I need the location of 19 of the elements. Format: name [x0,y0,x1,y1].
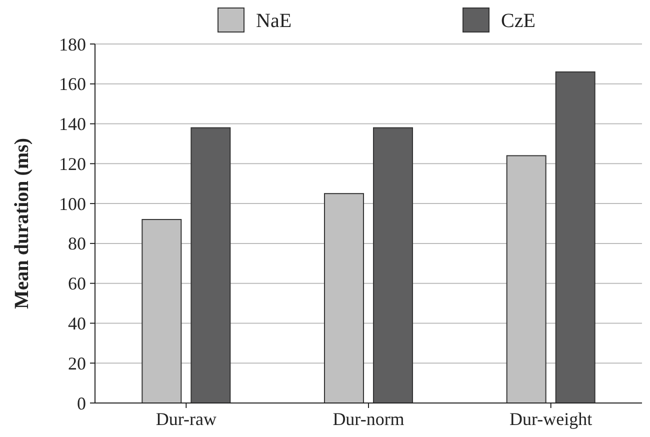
y-tick-label: 60 [68,274,86,294]
y-tick-label: 20 [68,353,86,374]
y-tick-label: 120 [59,154,86,174]
bar [190,127,231,404]
x-tick-label: Dur-raw [156,409,216,429]
legend-label: CzE [501,10,536,32]
x-tick-label: Dur-norm [332,409,404,429]
y-tick-label: 160 [59,74,86,94]
y-tick-label: 40 [68,314,86,334]
bar [555,71,596,404]
x-tick-label: Dur-weight [510,409,592,429]
y-tick-label: 100 [59,194,86,214]
y-tick-label: 80 [68,234,86,254]
y-tick-label: 140 [59,114,86,134]
y-axis-title: Mean duration (ms) [11,138,33,310]
y-tick-label: 180 [59,34,86,54]
legend-label: NaE [256,10,292,32]
y-tick-label: 0 [77,393,86,414]
bar [373,127,413,404]
